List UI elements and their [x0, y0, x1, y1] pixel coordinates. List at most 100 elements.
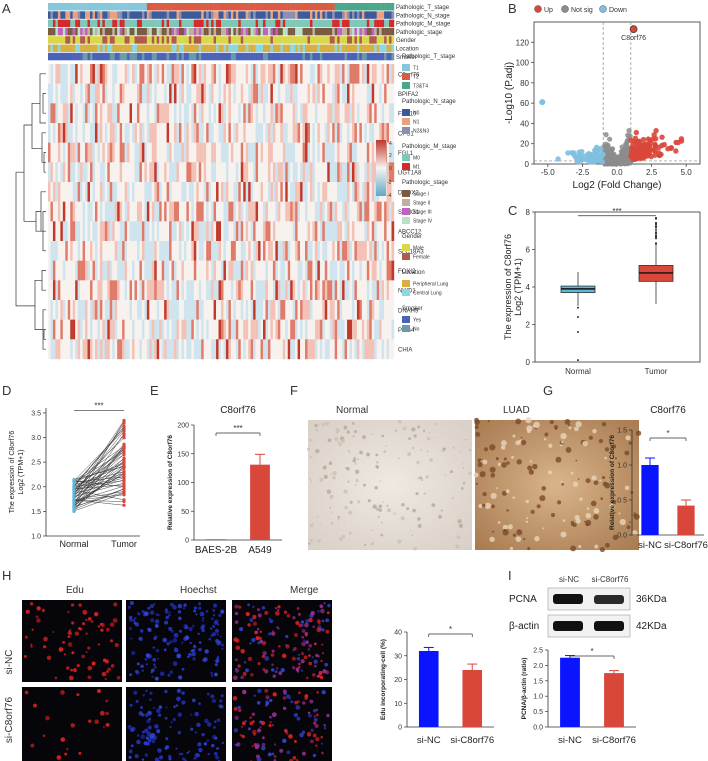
- tissue-speck: [591, 475, 597, 481]
- annotation-cell: [218, 52, 222, 61]
- heatmap-cell: [52, 142, 56, 163]
- heatmap-cell: [312, 103, 316, 124]
- heatmap-cell: [107, 319, 110, 340]
- heatmap-cell: [371, 300, 375, 320]
- tissue-speck: [457, 519, 462, 524]
- cell-nucleus: [282, 689, 287, 694]
- heatmap-cell: [302, 280, 306, 301]
- annotation-cell: [314, 36, 318, 44]
- y-tick-label: 1.5: [31, 509, 41, 516]
- heatmap-cell: [339, 64, 343, 84]
- annotation-cell: [82, 3, 86, 11]
- outlier: [577, 359, 579, 362]
- annotation-cell: [342, 36, 345, 44]
- annotation-cell: [213, 52, 217, 61]
- cell-nucleus: [251, 637, 256, 643]
- heatmap-cell: [94, 319, 98, 340]
- heatmap-cell: [92, 201, 96, 222]
- annotation-cell: [290, 27, 293, 36]
- heatmap-cell: [161, 201, 165, 222]
- legend-item-label: T3&T4: [413, 84, 428, 90]
- heatmap-cell: [102, 182, 106, 202]
- heatmap-cell: [225, 103, 229, 124]
- heatmap-cell: [60, 201, 64, 222]
- heatmap-cell: [381, 221, 385, 242]
- heatmap-cell: [381, 300, 385, 320]
- y-tick-label: 3.0: [31, 435, 41, 442]
- annotation-cell: [391, 11, 395, 19]
- annotation-cell: [344, 27, 348, 36]
- annotation-cell: [332, 44, 335, 52]
- heatmap-cell: [156, 221, 160, 242]
- sig-label: *: [666, 429, 669, 438]
- heatmap-cell: [391, 103, 395, 124]
- cell-nucleus: [145, 653, 150, 658]
- annotation-cell: [223, 52, 227, 61]
- annotation-cell: [65, 11, 68, 19]
- point-notsig: [618, 158, 624, 164]
- heatmap-cell: [240, 182, 244, 202]
- tissue-speck: [568, 426, 572, 430]
- cell-nucleus: [183, 603, 187, 607]
- heatmap-cell: [186, 64, 190, 84]
- tissue-speck: [613, 511, 616, 514]
- heatmap-cell: [361, 201, 365, 222]
- annotation-cell: [265, 36, 269, 44]
- heatmap-cell: [181, 83, 185, 104]
- heatmap-cell: [349, 221, 353, 242]
- heatmap-cell: [87, 123, 91, 143]
- heatmap-cell: [65, 260, 68, 281]
- heatmap-cell: [171, 162, 175, 183]
- cell-nucleus: [109, 639, 114, 643]
- annotation-cell: [55, 52, 59, 61]
- heatmap-cell: [75, 260, 78, 281]
- annotation-cell: [270, 36, 274, 44]
- cell-nucleus: [144, 728, 149, 733]
- heatmap-cell: [176, 339, 180, 360]
- legend-title: Pathologic_stage: [402, 180, 449, 186]
- heatmap-cell: [230, 260, 234, 281]
- annotation-cell: [109, 52, 113, 61]
- cell-nucleus: [128, 755, 132, 759]
- annotation-cell: [109, 19, 113, 28]
- annotation-cell: [62, 36, 66, 44]
- heatmap-cell: [376, 260, 380, 281]
- heatmap-cell: [127, 123, 130, 143]
- heatmap-cell: [193, 123, 197, 143]
- cell-nucleus: [137, 612, 141, 616]
- annotation-cell: [92, 36, 96, 44]
- heatmap-cell: [159, 64, 162, 84]
- heatmap-cell: [188, 64, 192, 84]
- tissue-speck: [490, 472, 496, 478]
- heatmap-cell: [144, 142, 148, 163]
- annotation-cell: [292, 36, 296, 44]
- heatmap-cell: [149, 182, 152, 202]
- heatmap-cell: [317, 64, 321, 84]
- tissue-speck: [402, 426, 407, 431]
- heatmap-cell: [240, 142, 244, 163]
- annotation-cell: [201, 11, 204, 19]
- heatmap-cell: [141, 162, 145, 183]
- tissue-speck: [515, 440, 521, 446]
- cell-nucleus: [311, 656, 314, 659]
- heatmap-cell: [114, 83, 118, 104]
- heatmap-cell: [267, 260, 271, 281]
- cell-nucleus: [71, 621, 75, 625]
- tissue-speck: [462, 462, 464, 465]
- heatmap-cell: [178, 201, 182, 222]
- heatmap-cell: [198, 339, 202, 360]
- heatmap-cell: [391, 221, 395, 242]
- heatmap-cell: [85, 162, 88, 183]
- heatmap-cell: [344, 241, 348, 261]
- heatmap-cell: [169, 319, 172, 340]
- heatmap-cell: [208, 83, 212, 104]
- heatmap-cell: [374, 221, 377, 242]
- y-tick-label: 2.0: [31, 484, 41, 491]
- heatmap-cell: [295, 221, 298, 242]
- heatmap-cell: [57, 319, 61, 340]
- heatmap-cell: [174, 103, 177, 124]
- heatmap-cell: [85, 241, 88, 261]
- heatmap-cell: [119, 241, 123, 261]
- heatmap-cell: [203, 241, 207, 261]
- cell-nucleus: [298, 653, 301, 656]
